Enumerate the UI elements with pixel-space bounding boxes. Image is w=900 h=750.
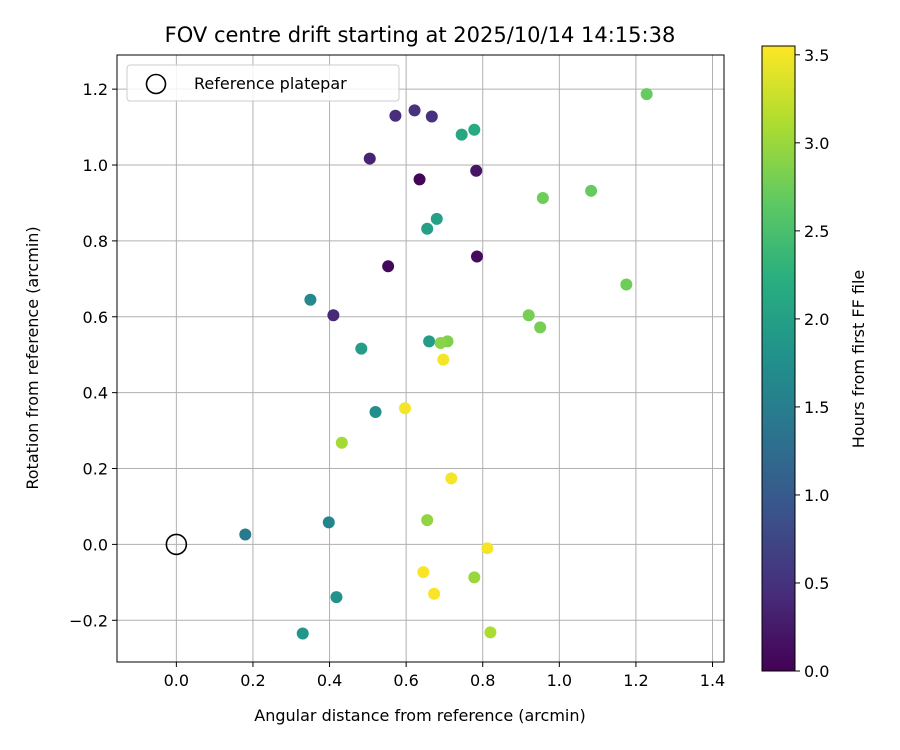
y-tick-label: 1.2	[83, 80, 108, 99]
data-point	[468, 571, 481, 584]
y-tick-label: 0.4	[83, 384, 108, 403]
y-tick-label: 0.2	[83, 460, 108, 479]
data-point	[413, 173, 426, 186]
legend: Reference platepar	[126, 64, 400, 102]
data-point	[296, 627, 309, 640]
x-tick-label: 0.4	[317, 671, 342, 690]
data-point	[398, 402, 411, 415]
x-tick-label: 1.4	[700, 671, 725, 690]
data-point	[304, 293, 317, 306]
data-point	[585, 184, 598, 197]
data-point	[330, 591, 343, 604]
data-point	[428, 587, 441, 600]
y-tick-label: 0.6	[83, 308, 108, 327]
reference-platepar-marker	[165, 533, 188, 556]
data-point	[620, 278, 633, 291]
data-point	[389, 109, 402, 122]
colorbar-tick-label: 0.0	[804, 662, 829, 681]
data-point	[481, 542, 494, 555]
data-points	[165, 88, 653, 640]
data-point	[322, 516, 335, 529]
x-axis-label: Angular distance from reference (arcmin)	[254, 706, 585, 725]
colorbar-tick-label: 2.0	[804, 310, 829, 329]
data-point	[470, 250, 483, 263]
colorbar-gradient	[761, 45, 796, 672]
data-point	[239, 528, 252, 541]
y-tick-label: 0.8	[83, 232, 108, 251]
legend-box	[126, 64, 400, 102]
grid-lines	[117, 55, 724, 662]
legend-label: Reference platepar	[194, 74, 347, 93]
data-point	[430, 212, 443, 225]
y-tick-label: 0.0	[83, 535, 108, 554]
x-tick-label: 0.8	[470, 671, 495, 690]
data-point	[468, 123, 481, 136]
data-point	[369, 405, 382, 418]
colorbar-tick-label: 0.5	[804, 574, 829, 593]
data-point	[327, 309, 340, 322]
data-point	[640, 88, 653, 101]
data-point	[408, 104, 421, 117]
x-tick-label: 0.2	[240, 671, 265, 690]
y-axis-label: Rotation from reference (arcmin)	[23, 226, 42, 489]
data-point	[534, 321, 547, 334]
data-point	[363, 152, 376, 165]
data-point	[445, 472, 458, 485]
colorbar-label: Hours from first FF file	[849, 270, 868, 449]
data-point	[423, 335, 436, 348]
y-axis-ticks: −0.2 0.0 0.2 0.4 0.6 0.8 1.0 1.2	[69, 80, 117, 630]
data-point	[421, 222, 434, 235]
x-tick-label: 0.6	[393, 671, 418, 690]
x-tick-label: 1.0	[547, 671, 572, 690]
data-point	[455, 128, 468, 141]
colorbar-ticks: 0.0 0.5 1.0 1.5 2.0 2.5 3.0 3.5	[795, 46, 829, 681]
data-point	[421, 514, 434, 527]
data-point	[425, 110, 438, 123]
chart-title: FOV centre drift starting at 2025/10/14 …	[165, 23, 676, 47]
x-axis-ticks: 0.0 0.2 0.4 0.6 0.8 1.0 1.2 1.4	[164, 662, 725, 690]
data-point	[470, 164, 483, 177]
colorbar-tick-label: 2.5	[804, 222, 829, 241]
data-point	[484, 626, 497, 639]
colorbar-tick-label: 1.5	[804, 398, 829, 417]
data-point	[437, 353, 450, 366]
x-tick-label: 1.2	[623, 671, 648, 690]
legend-marker	[145, 73, 167, 95]
data-point	[335, 436, 348, 449]
data-point	[355, 342, 368, 355]
y-tick-label: 1.0	[83, 156, 108, 175]
colorbar: 0.0 0.5 1.0 1.5 2.0 2.5 3.0 3.5 Hours from firs…	[761, 45, 868, 681]
x-tick-label: 0.0	[164, 671, 189, 690]
plot-frame	[116, 54, 725, 663]
colorbar-tick-label: 1.0	[804, 486, 829, 505]
data-point	[434, 336, 447, 349]
colorbar-tick-label: 3.5	[804, 46, 829, 65]
data-point	[382, 260, 395, 273]
data-point	[522, 309, 535, 322]
data-point	[536, 192, 549, 205]
colorbar-tick-label: 3.0	[804, 134, 829, 153]
data-point	[417, 566, 430, 579]
y-tick-label: −0.2	[69, 611, 108, 630]
